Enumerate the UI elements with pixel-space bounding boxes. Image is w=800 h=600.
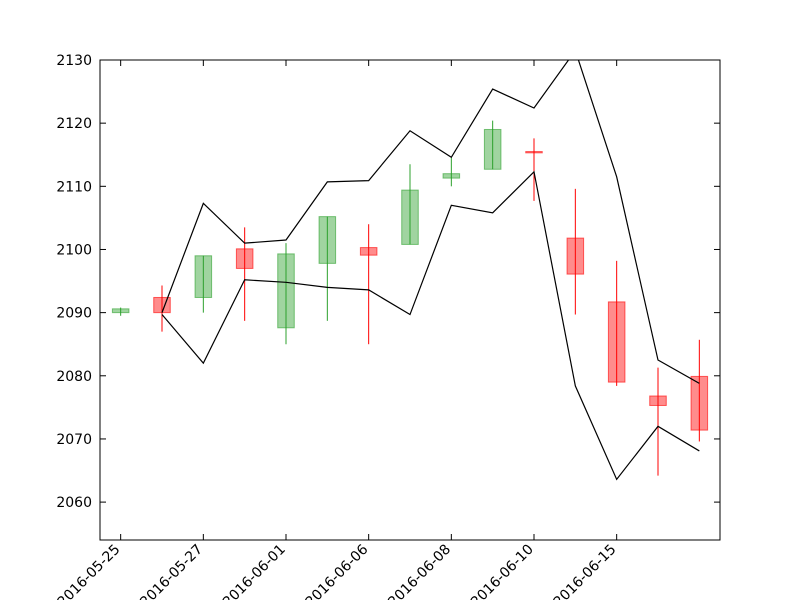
x-tick-label: 2016-06-08 — [385, 542, 454, 600]
x-tick-label: 2016-05-27 — [137, 542, 206, 600]
candle-body — [483, 128, 502, 170]
y-tick-label: 2080 — [56, 369, 92, 385]
candle-body — [235, 248, 254, 269]
y-tick-label: 2120 — [56, 116, 92, 132]
lower-band-line — [161, 170, 700, 481]
candle-body — [566, 237, 585, 275]
candle-body — [401, 189, 419, 245]
x-tick-label: 2016-06-01 — [220, 542, 289, 600]
candle-body — [153, 296, 171, 314]
candle-body — [525, 151, 543, 154]
y-axis: 2060 2070 2080 2090 2100 2110 2120 2130 — [56, 53, 720, 511]
plot-frame — [99, 59, 721, 541]
candle-body — [442, 173, 461, 179]
x-tick-label: 2016-06-10 — [468, 542, 537, 600]
y-tick-label: 2130 — [56, 53, 92, 69]
candle-body — [649, 395, 667, 406]
plot-background — [100, 60, 720, 540]
candle-body — [690, 375, 709, 431]
y-tick-label: 2090 — [56, 306, 92, 322]
y-tick-label: 2060 — [56, 495, 92, 511]
candle-body — [318, 216, 337, 264]
y-tick-label: 2110 — [56, 179, 92, 195]
candle-body — [111, 308, 130, 314]
y-tick-label: 2070 — [56, 432, 92, 448]
upper-band-line — [161, 60, 700, 384]
candle-body — [607, 301, 626, 383]
candle-body — [277, 253, 295, 329]
candle-body — [194, 255, 213, 298]
x-tick-label: 2016-06-06 — [303, 541, 372, 600]
candle-body — [359, 247, 378, 256]
x-tick-label: 2016-06-15 — [551, 542, 620, 600]
plot-marks — [111, 60, 709, 481]
y-tick-label: 2100 — [56, 242, 92, 258]
x-tick-label: 2016-05-25 — [55, 542, 124, 600]
